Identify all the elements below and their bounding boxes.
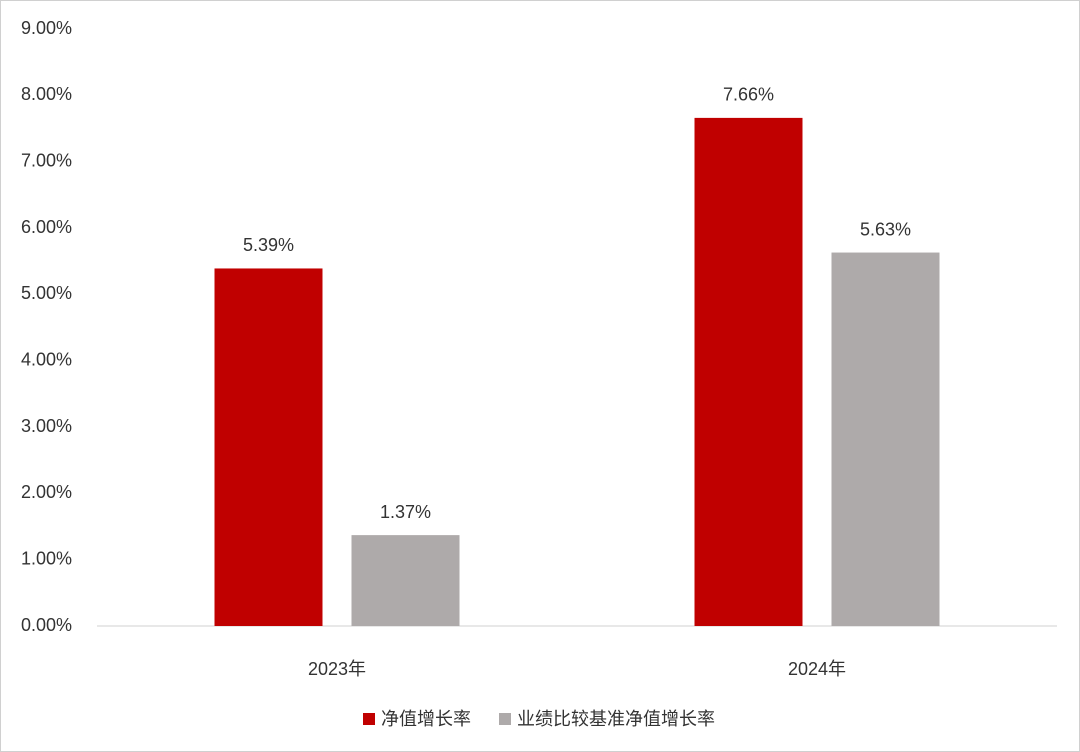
x-tick-label: 2023年 bbox=[308, 659, 366, 679]
legend-label: 业绩比较基准净值增长率 bbox=[517, 709, 715, 729]
legend-swatch bbox=[499, 713, 511, 725]
y-tick-label: 1.00% bbox=[21, 548, 72, 568]
y-tick-label: 3.00% bbox=[21, 416, 72, 436]
y-tick-label: 0.00% bbox=[21, 615, 72, 635]
bar bbox=[694, 117, 803, 627]
bar bbox=[214, 268, 323, 626]
y-tick-label: 6.00% bbox=[21, 217, 72, 237]
y-tick-label: 7.00% bbox=[21, 150, 72, 170]
y-tick-label: 9.00% bbox=[21, 18, 72, 38]
y-tick-label: 5.00% bbox=[21, 283, 72, 303]
data-label: 5.39% bbox=[243, 235, 294, 255]
x-tick-label: 2024年 bbox=[788, 659, 846, 679]
legend-swatch bbox=[363, 713, 375, 725]
y-tick-label: 8.00% bbox=[21, 84, 72, 104]
bar bbox=[831, 252, 940, 626]
data-label: 5.63% bbox=[860, 219, 911, 239]
bar bbox=[351, 535, 460, 626]
legend-label: 净值增长率 bbox=[381, 709, 471, 729]
data-label: 7.66% bbox=[723, 85, 774, 105]
y-tick-label: 2.00% bbox=[21, 482, 72, 502]
y-tick-label: 4.00% bbox=[21, 349, 72, 369]
data-label: 1.37% bbox=[380, 502, 431, 522]
